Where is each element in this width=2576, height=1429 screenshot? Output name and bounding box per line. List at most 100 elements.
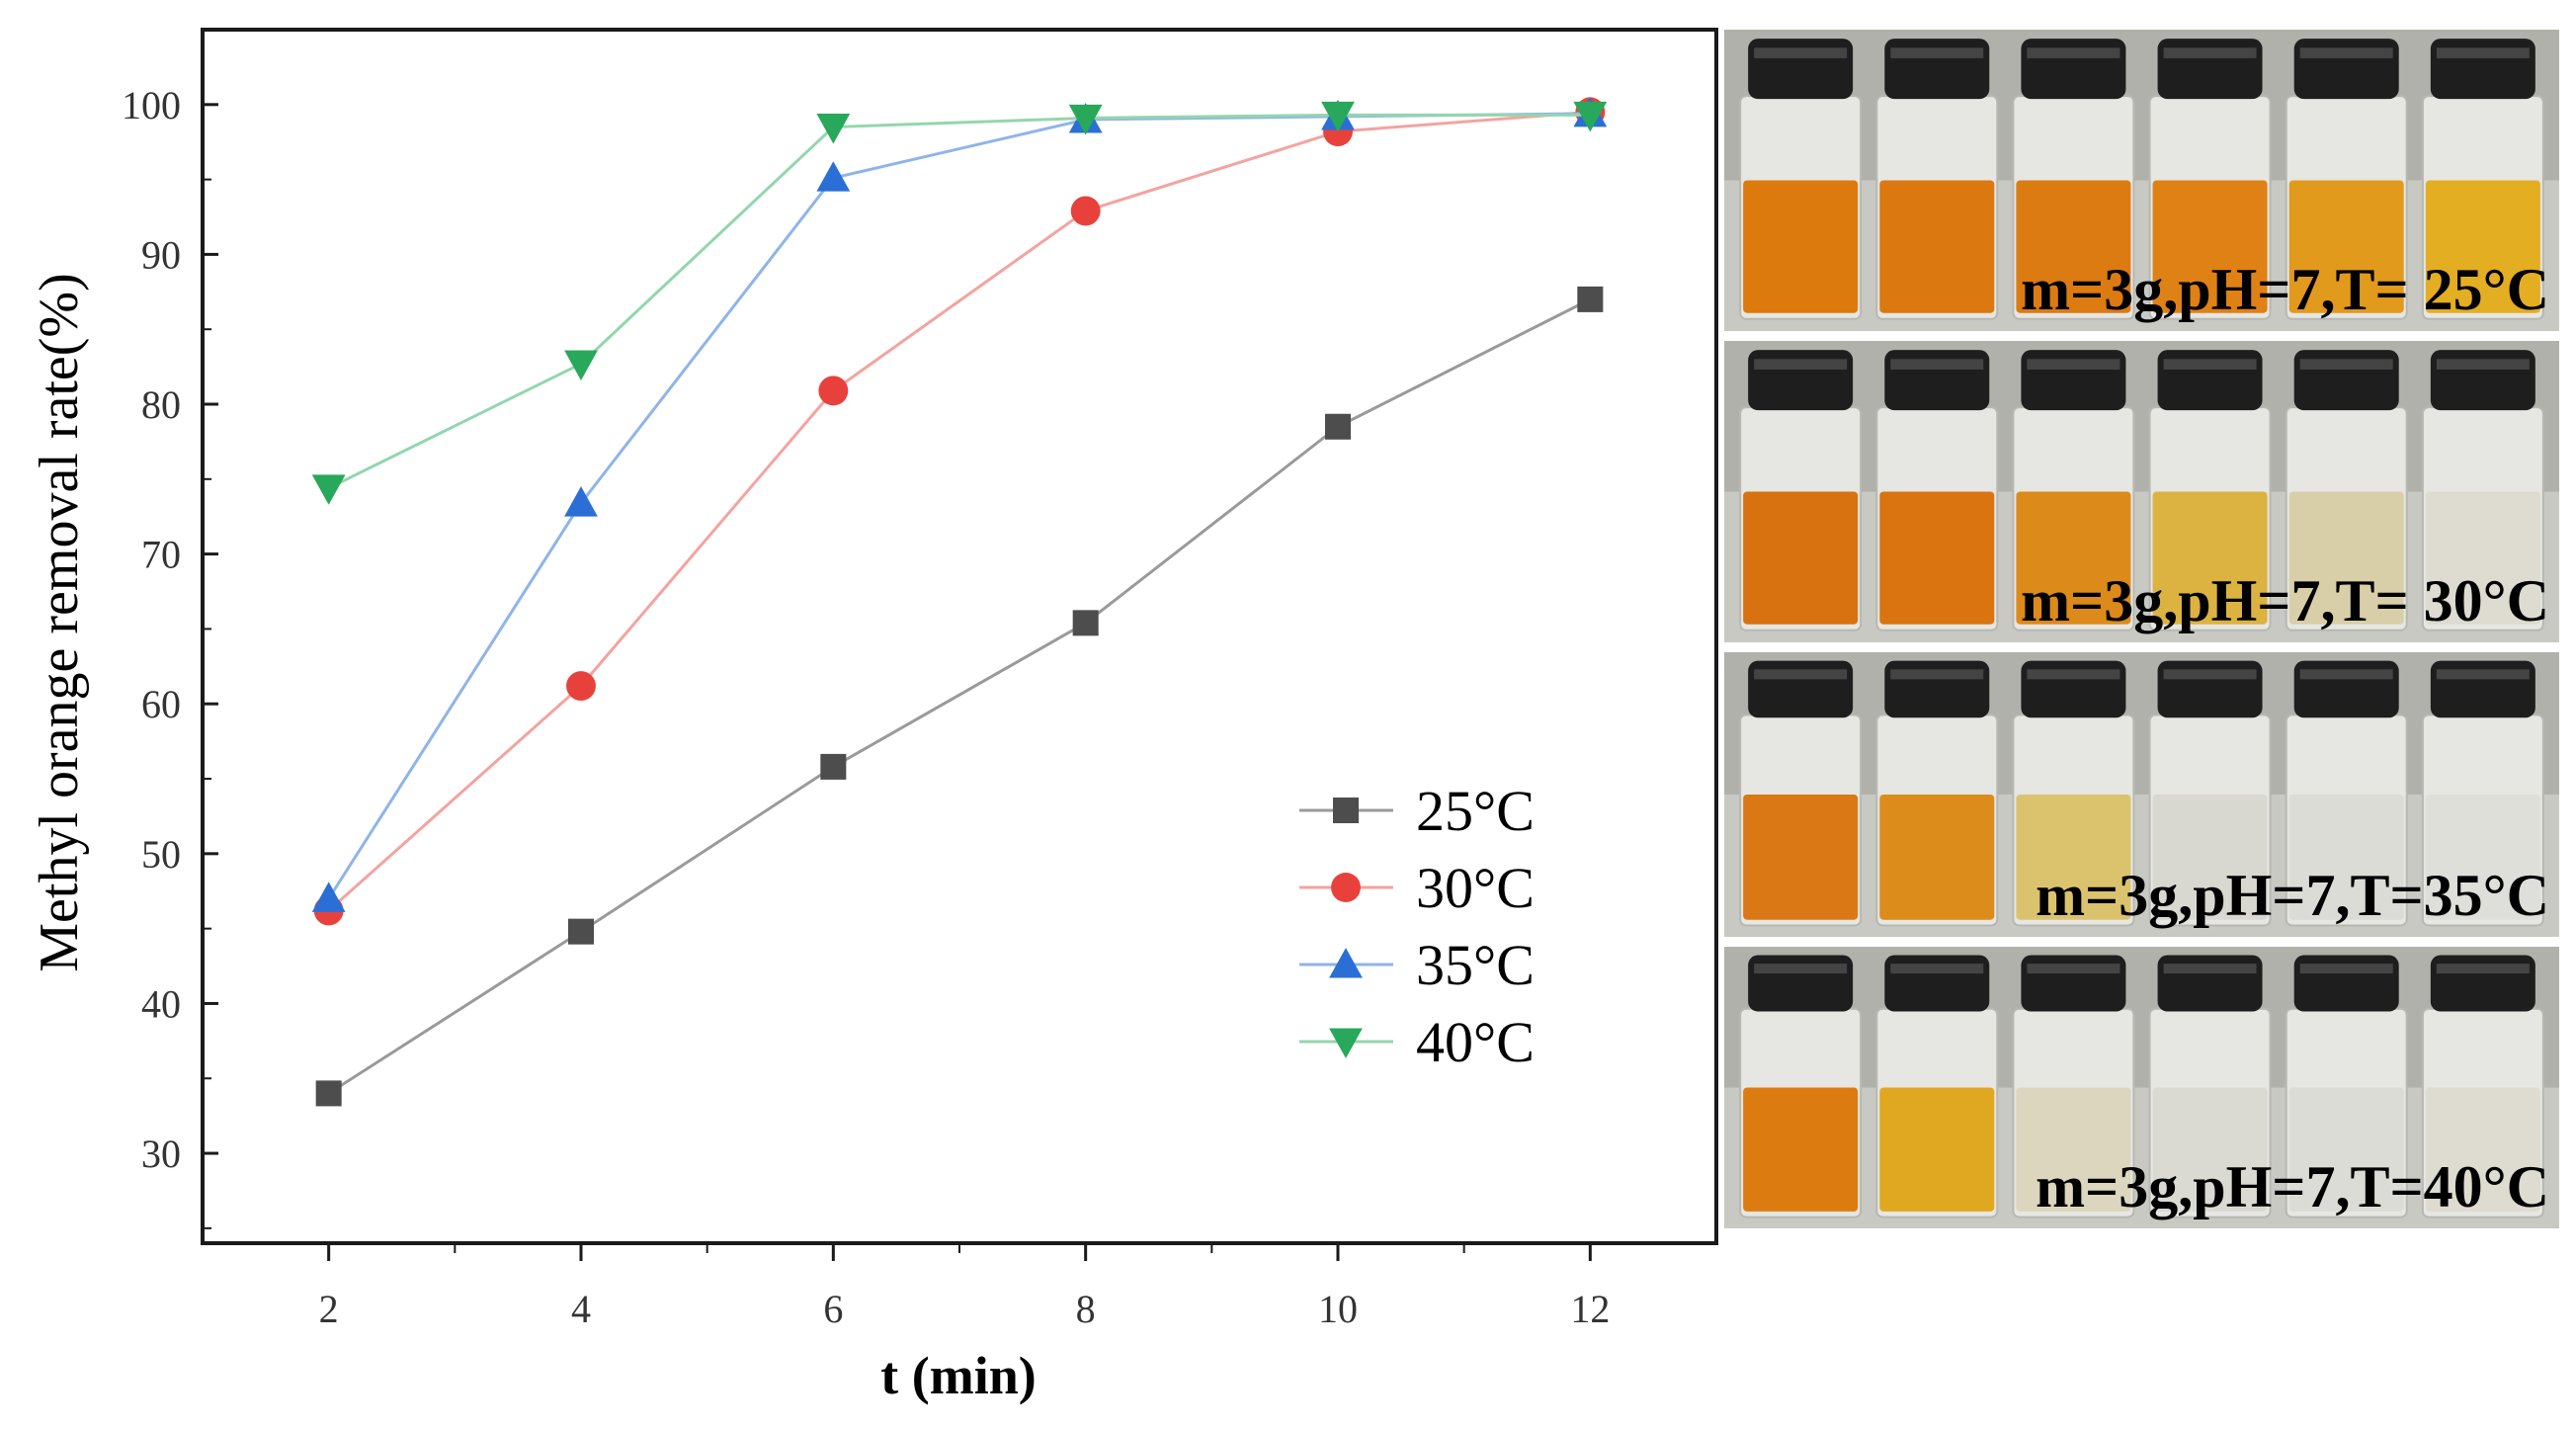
data-point bbox=[820, 753, 847, 780]
line-chart: 30 40 50 60 70 80 90 100 2 4 6 8 10 12 25°C 30°C 35°C 4… bbox=[29, 28, 1718, 1405]
vial bbox=[2012, 39, 2135, 320]
vial-liquid bbox=[2288, 180, 2404, 313]
legend-label: 25°C bbox=[1416, 779, 1535, 843]
vial-photo-panels: m=3g,pH=7,T= 25°C m=3g,pH=7,T= 30°C m=3g,p… bbox=[1724, 30, 2559, 1228]
data-point bbox=[816, 114, 851, 144]
photo-panel-2: m=3g,pH=7,T= 30°C bbox=[1724, 341, 2559, 642]
vial-cap-highlight bbox=[1890, 47, 1984, 58]
data-point bbox=[311, 474, 346, 505]
data-point bbox=[1577, 286, 1604, 312]
data-point bbox=[568, 918, 594, 945]
vial-liquid bbox=[2016, 180, 2131, 313]
vial bbox=[2421, 955, 2544, 1219]
vial-cap-highlight bbox=[2299, 359, 2393, 370]
legend-marker bbox=[1329, 948, 1363, 978]
x-tick-label: 10 bbox=[1318, 1287, 1358, 1331]
vial bbox=[2421, 350, 2544, 631]
photo-caption: m=3g,pH=7,T= 25°C bbox=[2021, 257, 2549, 322]
y-tick-label: 80 bbox=[141, 382, 181, 427]
vial bbox=[1739, 350, 1863, 631]
vial-cap-highlight bbox=[2027, 669, 2120, 680]
vial-liquid bbox=[1879, 491, 1995, 625]
vial-liquid bbox=[2152, 1087, 2268, 1212]
vial-liquid bbox=[2288, 1087, 2404, 1212]
photo-caption: m=3g,pH=7,T= 30°C bbox=[2021, 568, 2549, 633]
vial-cap-highlight bbox=[2436, 964, 2530, 974]
x-tick-label: 12 bbox=[1570, 1287, 1610, 1331]
vial-cap-highlight bbox=[1890, 964, 1984, 974]
vial-liquid bbox=[2425, 180, 2540, 313]
vial-liquid bbox=[2288, 491, 2404, 625]
data-point bbox=[1325, 413, 1351, 440]
vial-liquid bbox=[1879, 795, 1995, 920]
data-point bbox=[816, 161, 851, 192]
vial-cap-highlight bbox=[2299, 47, 2393, 58]
vial-liquid bbox=[2288, 795, 2404, 920]
data-point bbox=[311, 882, 346, 912]
vial-liquid bbox=[1879, 180, 1995, 313]
photo-panel-4: m=3g,pH=7,T=40°C bbox=[1724, 947, 2559, 1228]
legend-marker bbox=[1329, 1028, 1363, 1058]
photo-shadow bbox=[1724, 341, 2559, 492]
legend-marker bbox=[1331, 873, 1361, 902]
vial-cap-highlight bbox=[1754, 359, 1848, 370]
vial bbox=[2285, 955, 2408, 1219]
photo-shadow bbox=[1724, 947, 2559, 1088]
y-tick-label: 100 bbox=[122, 83, 181, 127]
vial-cap-highlight bbox=[2299, 669, 2393, 680]
vial bbox=[2285, 350, 2408, 631]
vial-cap-highlight bbox=[1754, 47, 1848, 58]
y-tick-label: 90 bbox=[141, 232, 181, 277]
vial-liquid bbox=[1743, 491, 1859, 625]
vial-cap-highlight bbox=[1754, 964, 1848, 974]
vial-liquid bbox=[1743, 795, 1859, 920]
photo-panel-3: m=3g,pH=7,T=35°C bbox=[1724, 652, 2559, 937]
data-point bbox=[818, 376, 849, 406]
y-tick-label: 40 bbox=[141, 981, 181, 1026]
photo-caption: m=3g,pH=7,T=35°C bbox=[2036, 863, 2549, 928]
vial bbox=[2148, 660, 2272, 927]
vial-liquid bbox=[1879, 1087, 1995, 1212]
vial-liquid bbox=[2152, 795, 2268, 920]
y-tick-label: 70 bbox=[141, 533, 181, 577]
y-tick-label: 60 bbox=[141, 682, 181, 726]
vial bbox=[2421, 39, 2544, 320]
vial-cap-highlight bbox=[2436, 669, 2530, 680]
vial-cap-highlight bbox=[1754, 669, 1848, 680]
vial bbox=[2421, 660, 2544, 927]
photo-shadow bbox=[1724, 652, 2559, 795]
vial-liquid bbox=[2152, 491, 2268, 625]
vial-liquid bbox=[2016, 491, 2131, 625]
vial-liquid bbox=[1743, 180, 1859, 313]
vial-cap-highlight bbox=[2163, 964, 2257, 974]
vial bbox=[1875, 660, 1999, 927]
legend-label: 35°C bbox=[1416, 933, 1535, 997]
x-tick-label: 2 bbox=[319, 1287, 339, 1331]
vial-cap-highlight bbox=[1890, 359, 1984, 370]
vial-cap-highlight bbox=[2027, 47, 2120, 58]
data-point bbox=[1321, 101, 1355, 132]
vial-cap-highlight bbox=[1890, 669, 1984, 680]
photo-caption: m=3g,pH=7,T=40°C bbox=[2036, 1154, 2549, 1219]
x-axis-ticks: 2 4 6 8 10 12 bbox=[319, 1243, 1610, 1331]
vial bbox=[1875, 350, 1999, 631]
vial-cap-highlight bbox=[2436, 359, 2530, 370]
data-point bbox=[1573, 101, 1608, 132]
data-point bbox=[566, 671, 596, 701]
vial bbox=[1739, 39, 1863, 320]
vial bbox=[1739, 955, 1863, 1219]
series-0 bbox=[315, 286, 1604, 1107]
vial-cap-highlight bbox=[2436, 47, 2530, 58]
vial-cap-highlight bbox=[2163, 359, 2257, 370]
data-point bbox=[564, 350, 598, 380]
y-axis-title: Methyl orange removal rate(%) bbox=[29, 273, 90, 971]
data-point bbox=[1072, 610, 1099, 636]
data-point bbox=[564, 486, 598, 517]
series-line bbox=[327, 297, 1592, 1095]
vial-liquid bbox=[2152, 180, 2268, 313]
vial bbox=[2012, 350, 2135, 631]
x-tick-label: 8 bbox=[1076, 1287, 1096, 1331]
vial-cap-highlight bbox=[2299, 964, 2393, 974]
vial bbox=[1875, 39, 1999, 320]
